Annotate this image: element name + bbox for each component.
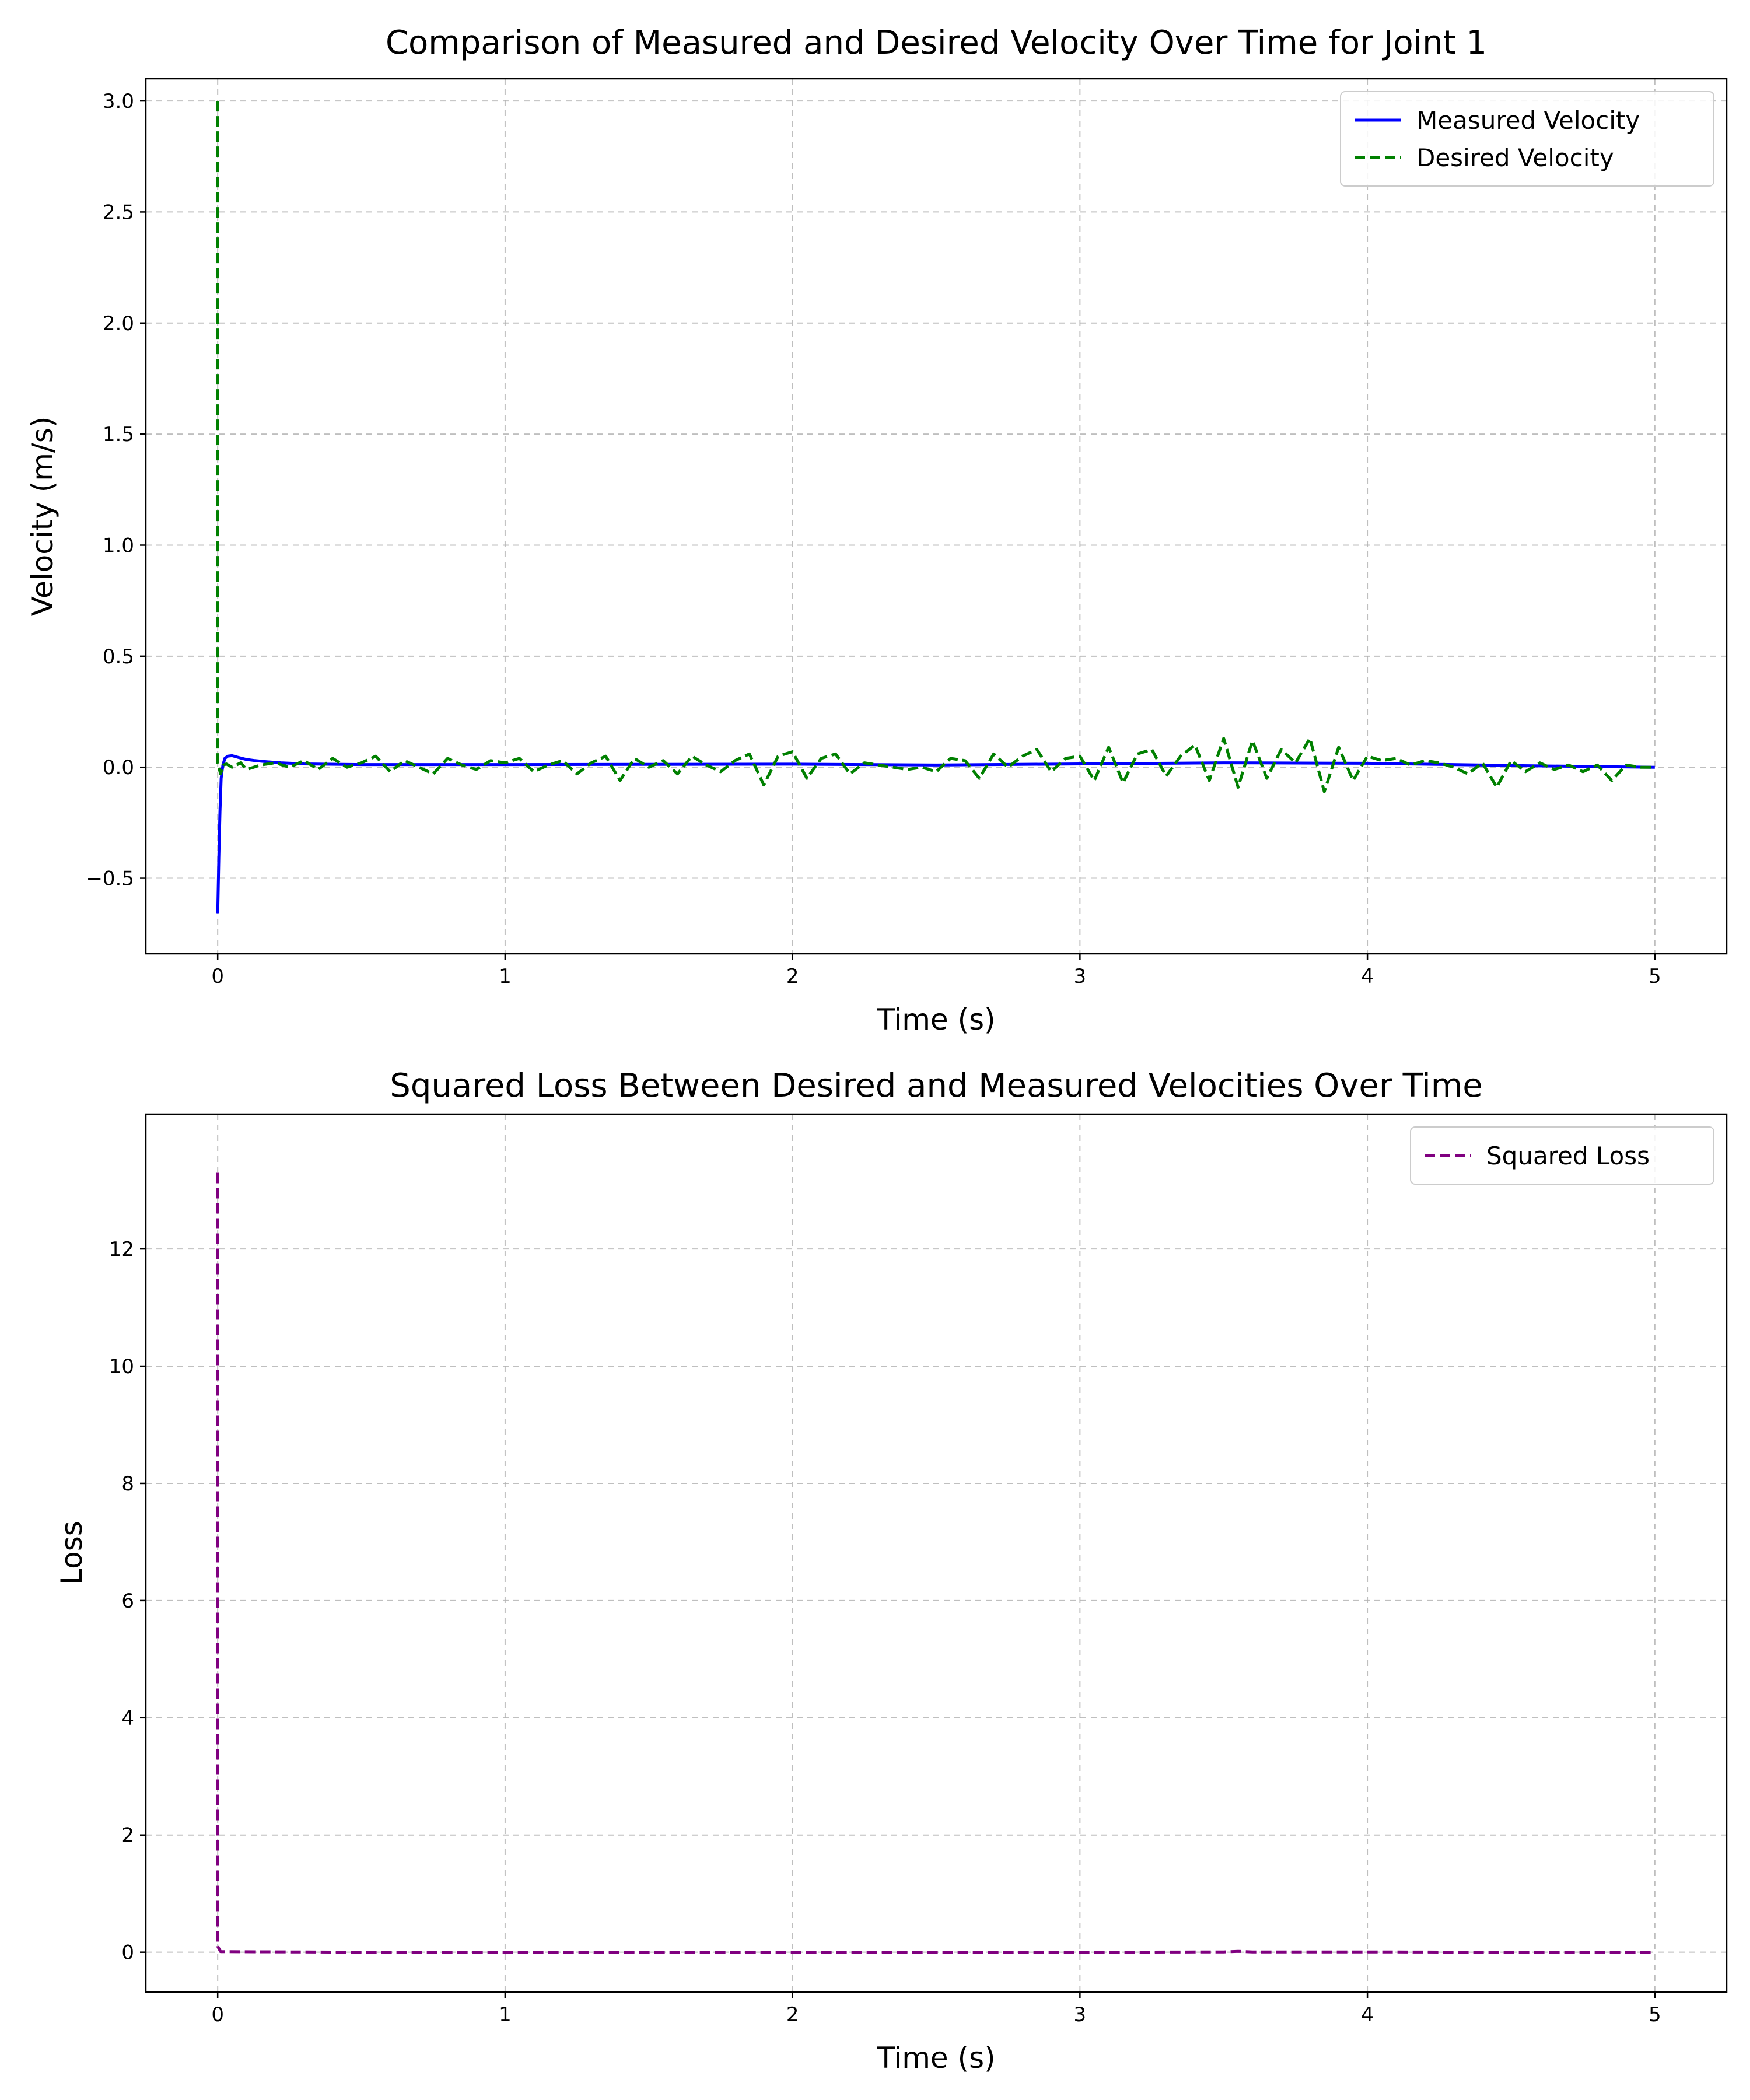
loss-x-tick-label: 2 [786, 2003, 799, 2027]
velocity-y-tick-label: 0.0 [103, 756, 134, 779]
loss-plot-frame [145, 1113, 1728, 1993]
loss-x-axis-label: Time (s) [876, 2041, 995, 2075]
loss-y-tick-label: 4 [121, 1707, 134, 1730]
velocity-chart: Comparison of Measured and Desired Veloc… [26, 24, 1728, 1037]
loss-series-line-1 [216, 1172, 1655, 1954]
loss-y-tick-label: 6 [121, 1590, 134, 1613]
velocity-series-line-2 [216, 101, 1655, 793]
loss-x-tick-label: 0 [211, 2003, 224, 2027]
loss-y-axis-label: Loss [55, 1521, 89, 1585]
velocity-y-tick-label: 0.5 [103, 645, 134, 668]
loss-x-tick-label: 1 [499, 2003, 512, 2027]
velocity-ticks: 0 1 2 3 4 5 −0.5 0.0 0.5 1.0 1.5 2.0 2.5 3.0 [86, 90, 1661, 988]
velocity-plot-frame [145, 78, 1728, 955]
loss-x-tick-label: 4 [1361, 2003, 1374, 2027]
loss-legend-label: Squared Loss [1486, 1142, 1650, 1170]
velocity-y-tick-label: 1.5 [103, 423, 134, 446]
loss-chart: Squared Loss Between Desired and Measure… [55, 1067, 1728, 2075]
velocity-x-tick-label: 5 [1648, 965, 1661, 988]
loss-y-tick-label: 0 [121, 1941, 134, 1965]
velocity-chart-title: Comparison of Measured and Desired Veloc… [386, 24, 1487, 62]
velocity-y-tick-label: −0.5 [86, 867, 134, 891]
velocity-legend-label: Measured Velocity [1416, 106, 1640, 135]
velocity-y-axis-label: Velocity (m/s) [26, 416, 60, 617]
loss-legend-box [1410, 1126, 1714, 1185]
velocity-x-tick-label: 2 [786, 965, 799, 988]
velocity-legend-box [1340, 91, 1714, 187]
velocity-x-tick-label: 3 [1074, 965, 1087, 988]
velocity-legend-label: Desired Velocity [1416, 144, 1614, 172]
velocity-series [216, 101, 1655, 914]
velocity-legend: Measured Velocity Desired Velocity [1340, 91, 1714, 187]
velocity-y-tick-label: 2.0 [103, 312, 134, 335]
velocity-y-tick-label: 2.5 [103, 201, 134, 224]
loss-x-tick-label: 5 [1648, 2003, 1661, 2027]
velocity-x-tick-label: 0 [211, 965, 224, 988]
loss-legend: Squared Loss [1410, 1126, 1714, 1185]
loss-y-tick-label: 12 [109, 1238, 134, 1261]
velocity-y-tick-label: 3.0 [103, 90, 134, 113]
loss-series [216, 1172, 1655, 1954]
velocity-x-axis-label: Time (s) [876, 1003, 995, 1037]
velocity-x-tick-label: 4 [1361, 965, 1374, 988]
velocity-grid [146, 79, 1727, 954]
velocity-y-tick-label: 1.0 [103, 534, 134, 557]
velocity-x-tick-label: 1 [499, 965, 512, 988]
loss-y-tick-label: 8 [121, 1472, 134, 1496]
velocity-series-line-1 [216, 754, 1655, 914]
loss-grid [146, 1114, 1727, 1992]
loss-y-tick-label: 10 [109, 1355, 134, 1378]
loss-y-tick-label: 2 [121, 1824, 134, 1847]
loss-x-tick-label: 3 [1074, 2003, 1087, 2027]
loss-chart-title: Squared Loss Between Desired and Measure… [390, 1067, 1482, 1105]
